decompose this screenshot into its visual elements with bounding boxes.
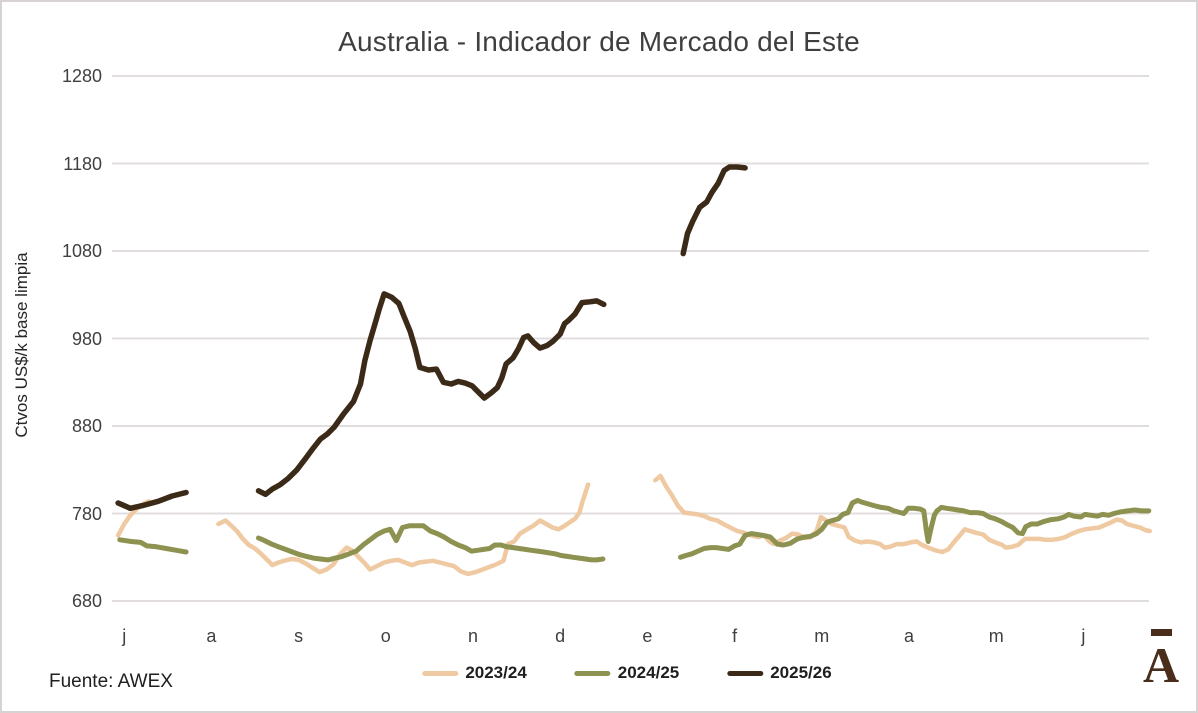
series-line-2025-26 xyxy=(115,489,189,512)
legend-swatch-2025-26 xyxy=(727,670,764,676)
series-line-2023-24 xyxy=(216,482,591,577)
x-tick-label-2-s: s xyxy=(294,626,304,646)
x-tick-label-7-f: f xyxy=(732,626,738,646)
x-tick-label-3-o: o xyxy=(380,626,391,646)
chart-legend: 2023/24 2024/25 2025/26 xyxy=(422,663,832,683)
series-line-2024-25 xyxy=(117,537,189,555)
series-line-2025-26 xyxy=(680,164,748,257)
logo-macron-bar xyxy=(1150,629,1172,636)
x-tick-label-11-j: j xyxy=(1081,626,1086,646)
y-tick-label-1180: 1180 xyxy=(63,153,102,174)
series-line-2023-24 xyxy=(652,473,1152,555)
legend-item-2023-24: 2023/24 xyxy=(422,663,527,683)
series-line-2025-26 xyxy=(255,291,607,498)
x-tick-label-10-m: m xyxy=(988,626,1004,646)
y-tick-label-1080: 1080 xyxy=(61,241,102,261)
logo-letter: A xyxy=(1142,637,1180,693)
x-tick-label-0-j: j xyxy=(122,626,127,646)
legend-swatch-2023-24 xyxy=(422,670,459,676)
legend-item-2024-25: 2024/25 xyxy=(574,663,680,683)
legend-swatch-2024-25 xyxy=(574,670,611,676)
y-tick-label-980: 980 xyxy=(71,328,102,349)
legend-item-2025-26: 2025/26 xyxy=(727,663,832,683)
legend-label-2024-25: 2024/25 xyxy=(617,663,680,682)
y-tick-label-1280: 1280 xyxy=(61,66,102,86)
series-line-2024-25 xyxy=(256,523,606,563)
x-tick-label-6-e: e xyxy=(642,626,653,646)
y-tick-label-880: 880 xyxy=(71,416,102,436)
x-tick-label-8-m: m xyxy=(814,626,830,646)
x-tick-label-4-n: n xyxy=(467,626,478,646)
legend-label-2025-26: 2025/26 xyxy=(770,663,832,682)
series-line-2024-25 xyxy=(678,497,1152,560)
x-tick-label-1-a: a xyxy=(206,626,217,646)
legend-label-2023-24: 2023/24 xyxy=(465,663,527,682)
y-tick-label-680: 680 xyxy=(71,591,102,611)
y-tick-label-780: 780 xyxy=(71,503,102,524)
x-tick-label-5-d: d xyxy=(555,626,566,646)
chart-title: Australia - Indicador de Mercado del Est… xyxy=(338,26,860,57)
x-tick-label-9-a: a xyxy=(903,626,914,646)
awex-logo: A xyxy=(1138,629,1184,690)
source-note: Fuente: AWEX xyxy=(49,671,173,692)
